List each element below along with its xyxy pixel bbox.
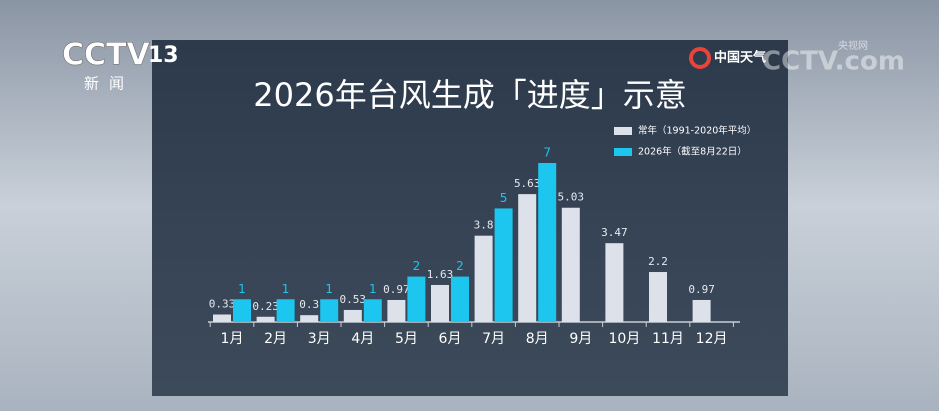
bar <box>387 299 406 322</box>
channel-logo: CCTV <box>62 38 150 73</box>
data-label: 2 <box>456 259 464 273</box>
x-tick-label: 1月 <box>221 331 244 347</box>
x-tick-label: 9月 <box>569 331 592 347</box>
data-label: 1 <box>369 282 377 296</box>
x-tick-label: 12月 <box>696 331 728 347</box>
data-label: 0.33 <box>209 298 236 311</box>
bar <box>213 314 231 322</box>
bar <box>605 243 624 322</box>
legend-swatch <box>614 127 632 135</box>
x-tick-label: 6月 <box>439 331 462 347</box>
bar <box>561 207 580 322</box>
data-label: 3.47 <box>601 226 628 239</box>
bar <box>256 316 275 322</box>
channel-number: 13 <box>148 43 179 68</box>
data-label: 1.63 <box>427 268 454 281</box>
weather-logo: 中国天气 <box>714 50 766 66</box>
watermark-logo: CCTV.com <box>762 47 905 77</box>
bar <box>692 299 711 322</box>
x-tick-label: 2月 <box>264 331 287 347</box>
bar <box>300 315 319 322</box>
x-tick-label: 4月 <box>351 331 374 347</box>
plot: 1月 2月 3月 4月 5月 6月 7月 8月 9月 10月 11月 12月 0.33 0.23 0.3 0.… <box>208 125 756 347</box>
legend-label: 常年（1991-2020年平均） <box>638 125 756 137</box>
legend-label: 2026年（截至8月22日） <box>638 146 747 158</box>
bar <box>276 299 295 322</box>
x-tick-label: 5月 <box>395 331 418 347</box>
data-label: 7 <box>543 146 551 160</box>
bar <box>233 299 251 322</box>
channel-subtitle: 新闻 <box>84 75 134 93</box>
bar <box>343 309 362 322</box>
bar <box>451 276 469 322</box>
data-label: 0.53 <box>340 293 367 306</box>
bar <box>494 208 513 322</box>
data-label: 0.23 <box>252 300 279 313</box>
data-label: 5.03 <box>558 191 585 204</box>
legend-swatch <box>614 148 632 156</box>
data-label: 5.63 <box>514 177 541 190</box>
data-label: 1 <box>238 282 246 296</box>
bar <box>474 235 493 322</box>
chart-title: 2026年台风生成「进度」示意 <box>253 76 686 114</box>
x-tick-label: 7月 <box>482 331 505 347</box>
data-label: 0.3 <box>299 298 319 311</box>
weather-icon <box>689 47 711 69</box>
bar <box>649 272 667 322</box>
data-label: 3.8 <box>474 219 494 232</box>
bar <box>518 194 537 322</box>
bar <box>320 299 339 322</box>
bar <box>431 284 449 322</box>
watermark-name: 央视网 <box>838 39 868 52</box>
bar <box>538 163 557 322</box>
data-label: 2.2 <box>648 255 668 268</box>
data-label: 1 <box>325 282 333 296</box>
x-tick-label: 11月 <box>652 331 684 347</box>
x-tick-label: 3月 <box>308 331 331 347</box>
chart-panel <box>152 40 788 396</box>
bar <box>363 299 382 322</box>
bar <box>407 276 426 322</box>
data-label: 2 <box>413 259 421 273</box>
data-label: 1 <box>282 282 290 296</box>
x-tick-label: 10月 <box>608 331 640 347</box>
data-label: 0.97 <box>383 283 410 296</box>
data-label: 5 <box>500 191 508 205</box>
x-tick-label: 8月 <box>526 331 549 347</box>
data-label: 0.97 <box>688 283 715 296</box>
